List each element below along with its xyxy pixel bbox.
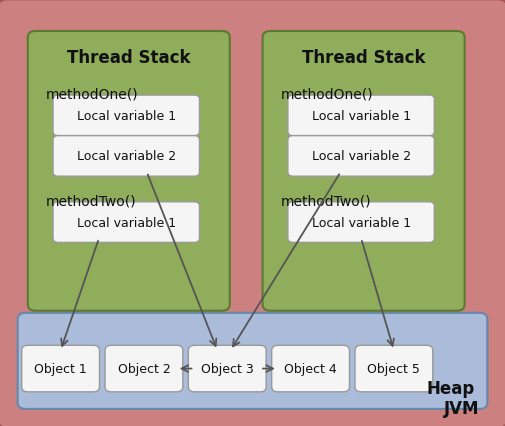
FancyBboxPatch shape xyxy=(53,202,199,243)
FancyBboxPatch shape xyxy=(288,202,434,243)
Text: Local variable 2: Local variable 2 xyxy=(312,150,411,163)
Text: Object 1: Object 1 xyxy=(34,362,87,375)
Text: methodOne(): methodOne() xyxy=(45,87,138,101)
FancyBboxPatch shape xyxy=(28,32,230,311)
Text: Thread Stack: Thread Stack xyxy=(302,49,425,67)
FancyBboxPatch shape xyxy=(53,96,199,136)
FancyBboxPatch shape xyxy=(288,136,434,177)
Text: Thread Stack: Thread Stack xyxy=(67,49,190,67)
FancyBboxPatch shape xyxy=(53,136,199,177)
Text: Local variable 2: Local variable 2 xyxy=(77,150,176,163)
Text: Object 5: Object 5 xyxy=(368,362,420,375)
Text: Local variable 1: Local variable 1 xyxy=(312,216,411,229)
Text: Local variable 1: Local variable 1 xyxy=(77,216,176,229)
Text: Heap: Heap xyxy=(426,380,475,397)
FancyBboxPatch shape xyxy=(355,345,433,392)
Text: Object 2: Object 2 xyxy=(118,362,170,375)
FancyBboxPatch shape xyxy=(22,345,99,392)
FancyBboxPatch shape xyxy=(272,345,349,392)
Text: Object 3: Object 3 xyxy=(201,362,254,375)
FancyBboxPatch shape xyxy=(288,96,434,136)
Text: JVM: JVM xyxy=(444,399,480,417)
Text: methodOne(): methodOne() xyxy=(280,87,373,101)
FancyBboxPatch shape xyxy=(105,345,183,392)
Text: Local variable 1: Local variable 1 xyxy=(312,109,411,123)
FancyBboxPatch shape xyxy=(188,345,266,392)
Text: methodTwo(): methodTwo() xyxy=(280,194,371,208)
FancyBboxPatch shape xyxy=(18,313,487,409)
FancyBboxPatch shape xyxy=(263,32,465,311)
Text: methodTwo(): methodTwo() xyxy=(45,194,136,208)
Text: Object 4: Object 4 xyxy=(284,362,337,375)
Text: Local variable 1: Local variable 1 xyxy=(77,109,176,123)
